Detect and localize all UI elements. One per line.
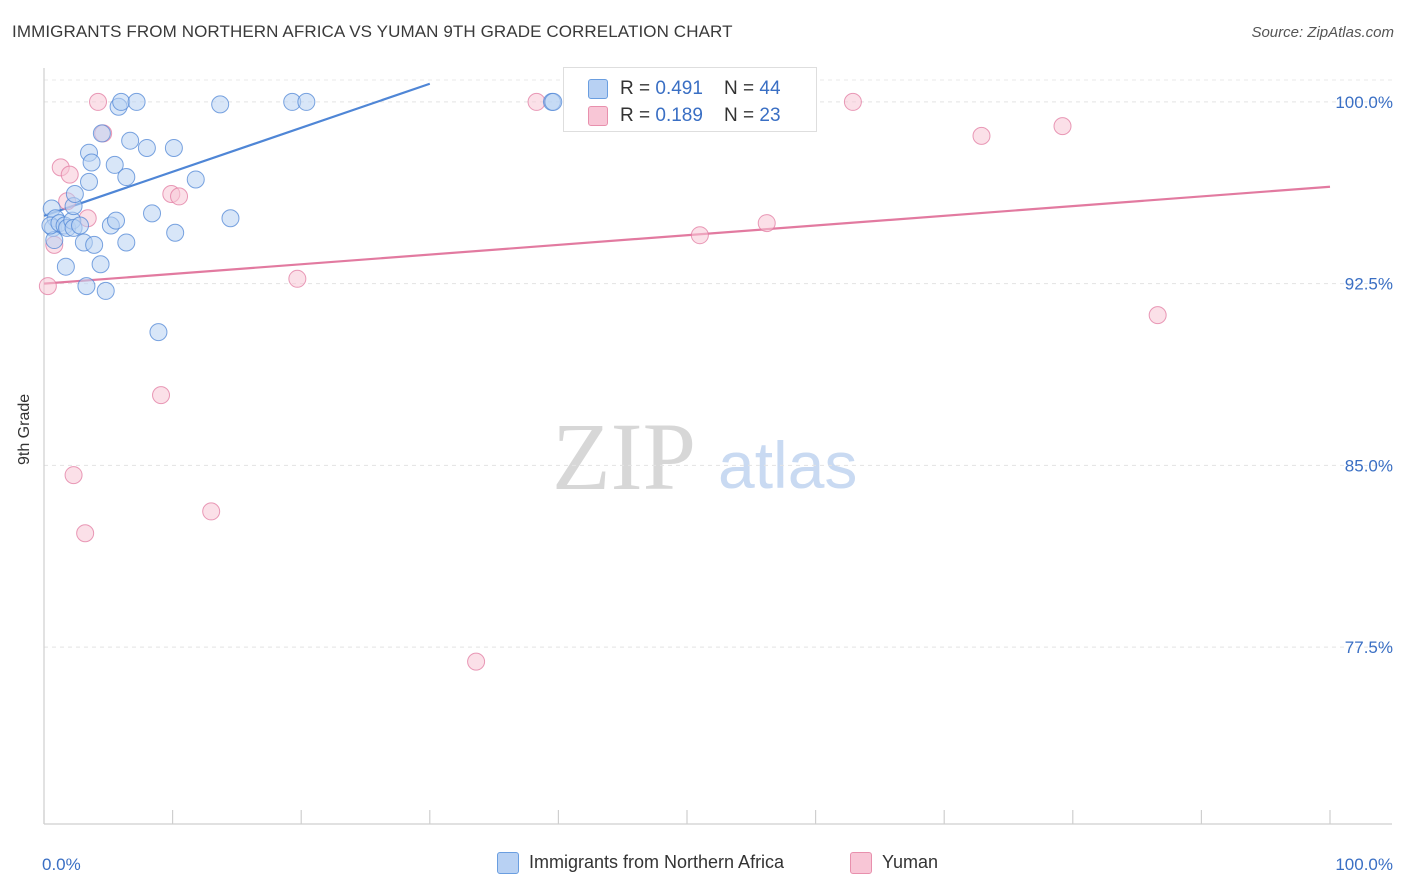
data-point-immigrants bbox=[71, 216, 90, 235]
data-point-yuman bbox=[202, 502, 221, 521]
data-point-immigrants bbox=[164, 138, 183, 157]
bottom-legend-label: Immigrants from Northern Africa bbox=[529, 852, 785, 872]
n-label: N = bbox=[724, 105, 760, 126]
r-value: 0.491 bbox=[655, 78, 703, 99]
correlation-legend: R = 0.491 N = 44 R = 0.189 N = 23 bbox=[563, 67, 817, 132]
source-credit: Source: ZipAtlas.com bbox=[1251, 24, 1394, 41]
data-point-immigrants bbox=[85, 235, 104, 254]
data-point-immigrants bbox=[221, 209, 240, 228]
data-point-immigrants bbox=[117, 168, 136, 187]
data-point-immigrants bbox=[186, 170, 205, 189]
data-point-yuman bbox=[152, 386, 171, 405]
data-point-yuman bbox=[1053, 117, 1072, 136]
data-point-immigrants bbox=[92, 124, 111, 143]
data-point-yuman bbox=[690, 226, 709, 245]
data-point-yuman bbox=[467, 652, 486, 671]
y-tick-label: 92.5% bbox=[1345, 275, 1393, 294]
data-points bbox=[38, 92, 1167, 671]
data-point-yuman bbox=[38, 277, 57, 296]
data-point-immigrants bbox=[149, 323, 168, 342]
trend-line-immigrants bbox=[43, 82, 431, 217]
bottom-legend-label: Yuman bbox=[882, 852, 939, 872]
tick-labels: 100.0% 92.5% 85.0% 77.5% 0.0% 100.0% bbox=[42, 93, 1393, 874]
gridlines bbox=[44, 79, 1392, 648]
data-point-immigrants bbox=[112, 92, 131, 111]
data-point-immigrants bbox=[107, 211, 126, 230]
data-point-yuman bbox=[843, 92, 862, 111]
data-point-yuman bbox=[527, 92, 546, 111]
x-tick-label-start: 0.0% bbox=[42, 855, 81, 874]
r-label: R = bbox=[620, 78, 656, 99]
data-point-immigrants bbox=[127, 92, 146, 111]
legend-text: R = 0.189 N = 23 bbox=[620, 105, 781, 127]
data-point-immigrants bbox=[211, 95, 230, 114]
data-point-yuman bbox=[288, 269, 307, 288]
data-point-yuman bbox=[1148, 306, 1167, 325]
legend-text: R = 0.491 N = 44 bbox=[620, 78, 781, 100]
data-point-immigrants bbox=[82, 153, 101, 172]
data-point-immigrants bbox=[80, 172, 99, 191]
x-tick-label-end: 100.0% bbox=[1335, 855, 1393, 874]
data-point-immigrants bbox=[77, 277, 96, 296]
r-value: 0.189 bbox=[655, 105, 703, 126]
data-point-immigrants bbox=[121, 131, 140, 150]
data-point-yuman bbox=[76, 524, 95, 543]
data-point-immigrants bbox=[56, 257, 75, 276]
data-point-immigrants bbox=[297, 92, 316, 111]
r-label: R = bbox=[620, 105, 656, 126]
y-axis-label: 9th Grade bbox=[16, 393, 33, 465]
data-point-immigrants bbox=[91, 255, 110, 274]
data-point-immigrants bbox=[143, 204, 162, 223]
legend-swatch-blue bbox=[588, 79, 608, 99]
legend-swatch-pink bbox=[588, 106, 608, 126]
data-point-yuman bbox=[757, 214, 776, 233]
data-point-yuman bbox=[972, 126, 991, 145]
data-point-yuman bbox=[89, 92, 108, 111]
y-tick-label: 100.0% bbox=[1335, 93, 1393, 112]
data-point-yuman bbox=[170, 187, 189, 206]
n-value: 23 bbox=[759, 105, 781, 126]
chart-title: IMMIGRANTS FROM NORTHERN AFRICA VS YUMAN… bbox=[12, 22, 733, 41]
data-point-yuman bbox=[64, 466, 83, 485]
data-point-immigrants bbox=[105, 155, 124, 174]
watermark: ZIP atlas bbox=[552, 403, 857, 510]
data-point-immigrants bbox=[96, 281, 115, 300]
watermark-zip: ZIP bbox=[552, 403, 696, 510]
data-point-yuman bbox=[60, 165, 79, 184]
data-point-immigrants bbox=[137, 138, 156, 157]
y-tick-label: 85.0% bbox=[1345, 456, 1393, 475]
data-point-immigrants bbox=[117, 233, 136, 252]
data-point-immigrants bbox=[65, 185, 84, 203]
bottom-legend-swatch-pink bbox=[850, 852, 872, 874]
trend-line-yuman bbox=[43, 185, 1331, 285]
data-point-immigrants bbox=[166, 223, 185, 242]
axes bbox=[43, 68, 1392, 825]
data-point-immigrants bbox=[544, 92, 563, 111]
y-tick-label: 77.5% bbox=[1345, 638, 1393, 657]
n-value: 44 bbox=[759, 78, 781, 99]
n-label: N = bbox=[724, 78, 760, 99]
trend-lines bbox=[43, 82, 1331, 285]
bottom-legend-swatch-blue bbox=[497, 852, 519, 874]
